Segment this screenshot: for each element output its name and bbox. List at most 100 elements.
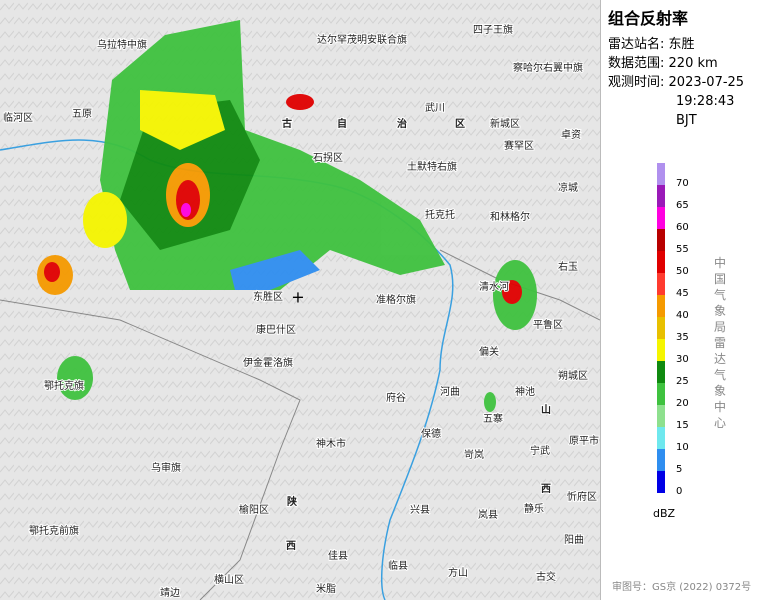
place-label: 达尔罕茂明安联合旗	[317, 33, 407, 46]
approval-number: 审图号：GS京 (2022) 0372号	[612, 582, 752, 593]
legend-swatch	[657, 471, 665, 493]
value: 19:28:43 BJT	[676, 94, 735, 128]
place-label: 察哈尔右翼中旗	[513, 61, 583, 74]
legend-swatch	[657, 273, 665, 295]
legend-label: 55	[676, 244, 689, 255]
legend-swatch	[657, 185, 665, 207]
place-label: 陕	[287, 495, 297, 508]
border	[0, 299, 301, 600]
place-label: 佳县	[328, 549, 348, 562]
place-label: 石拐区	[313, 151, 343, 164]
legend-label: 5	[676, 464, 682, 475]
legend-swatch	[657, 427, 665, 449]
place-label: 清水河	[479, 280, 509, 293]
legend-label: 65	[676, 200, 689, 211]
place-label: 赛罕区	[504, 139, 534, 152]
place-label: 岢岚	[464, 449, 484, 461]
legend-unit: dBZ	[653, 507, 676, 520]
legend-label: 15	[676, 420, 689, 431]
value: 2023-07-25	[668, 75, 745, 90]
value: 220 km	[668, 56, 718, 71]
place-label: 准格尔旗	[376, 293, 416, 306]
place-label: 原平市	[569, 434, 599, 447]
place-label: 五寨	[483, 412, 503, 425]
place-label: 乌审旗	[151, 461, 181, 474]
place-label: 古	[282, 117, 292, 130]
legend-swatch	[657, 251, 665, 273]
place-label: 伊金霍洛旗	[243, 356, 293, 369]
legend-swatch	[657, 229, 665, 251]
legend-label: 25	[676, 376, 689, 387]
legend: 0 5 10 15 20 25 30 35 40 45 50 55 60 65 70	[657, 163, 689, 497]
legend-label: 50	[676, 266, 689, 277]
legend-swatch	[657, 295, 665, 317]
place-label: 府谷	[386, 391, 406, 404]
legend-label: 20	[676, 398, 689, 409]
legend-swatch	[657, 317, 665, 339]
place-label: 兴县	[410, 504, 430, 516]
panel-info: 雷达站名: 东胜 数据范围: 220 km 观测时间: 2023-07-25 1…	[608, 35, 757, 130]
place-label: 和林格尔	[490, 210, 530, 223]
legend-swatch	[657, 207, 665, 229]
place-label: 偏关	[479, 345, 499, 358]
place-label: 右玉	[558, 260, 578, 273]
legend-label: 45	[676, 288, 689, 299]
legend-swatch	[657, 405, 665, 427]
place-label: 朔城区	[558, 369, 588, 382]
place-label: 河曲	[440, 386, 460, 398]
place-label: 忻府区	[567, 490, 597, 503]
radar-site: +	[291, 288, 304, 307]
place-label: 武川	[425, 101, 445, 114]
place-label: 卓资	[561, 129, 581, 141]
legend-label: 70	[676, 178, 689, 189]
panel-title: 组合反射率	[608, 9, 689, 28]
legend-swatch	[657, 383, 665, 405]
legend-swatch	[657, 163, 665, 185]
legend-swatch	[657, 361, 665, 383]
place-label: 神木市	[316, 437, 346, 450]
place-label: 临河区	[3, 111, 33, 124]
place-label: 山	[541, 403, 551, 416]
place-label: 静乐	[524, 502, 544, 515]
place-label: 鄂托克前旗	[29, 524, 79, 537]
radar-echo	[37, 20, 537, 412]
place-label: 临县	[388, 559, 408, 572]
place-label: 托克托	[425, 208, 455, 221]
place-label: 西	[286, 540, 296, 552]
place-label: 平鲁区	[533, 318, 563, 331]
place-label: 自	[337, 117, 347, 130]
place-label: 土默特右旗	[407, 160, 457, 173]
place-label: 乌拉特中旗	[97, 38, 147, 51]
place-label: 榆阳区	[239, 503, 269, 516]
place-label: 方山	[448, 566, 468, 579]
label: 观测时间:	[608, 75, 665, 90]
legend-label: 35	[676, 332, 689, 343]
legend-label: 30	[676, 354, 689, 365]
legend-label: 40	[676, 310, 689, 321]
place-label: 横山区	[214, 573, 244, 586]
place-label: 古交	[536, 570, 556, 583]
place-label: 鄂托克旗	[44, 379, 84, 392]
place-label: 阳曲	[564, 534, 584, 546]
legend-swatch	[657, 339, 665, 361]
legend-label: 10	[676, 442, 689, 453]
place-label: 五原	[72, 108, 92, 120]
place-label: 靖边	[160, 586, 180, 599]
info-panel	[600, 0, 757, 600]
place-label: 四子王旗	[473, 23, 513, 36]
place-label: 凉城	[558, 181, 578, 194]
label: 数据范围:	[608, 56, 665, 71]
watermark: 中国气象局雷达气象中心	[714, 256, 727, 430]
place-label: 米脂	[316, 582, 336, 595]
place-label: 神池	[515, 385, 535, 398]
place-label: 康巴什区	[256, 323, 296, 336]
place-label: 保德	[421, 427, 441, 440]
label: 雷达站名:	[608, 37, 665, 52]
legend-swatch	[657, 449, 665, 471]
place-label: 宁武	[530, 444, 550, 457]
place-label: 新城区	[490, 117, 520, 130]
place-label: 东胜区	[253, 290, 283, 303]
place-label: 岚县	[478, 509, 498, 521]
